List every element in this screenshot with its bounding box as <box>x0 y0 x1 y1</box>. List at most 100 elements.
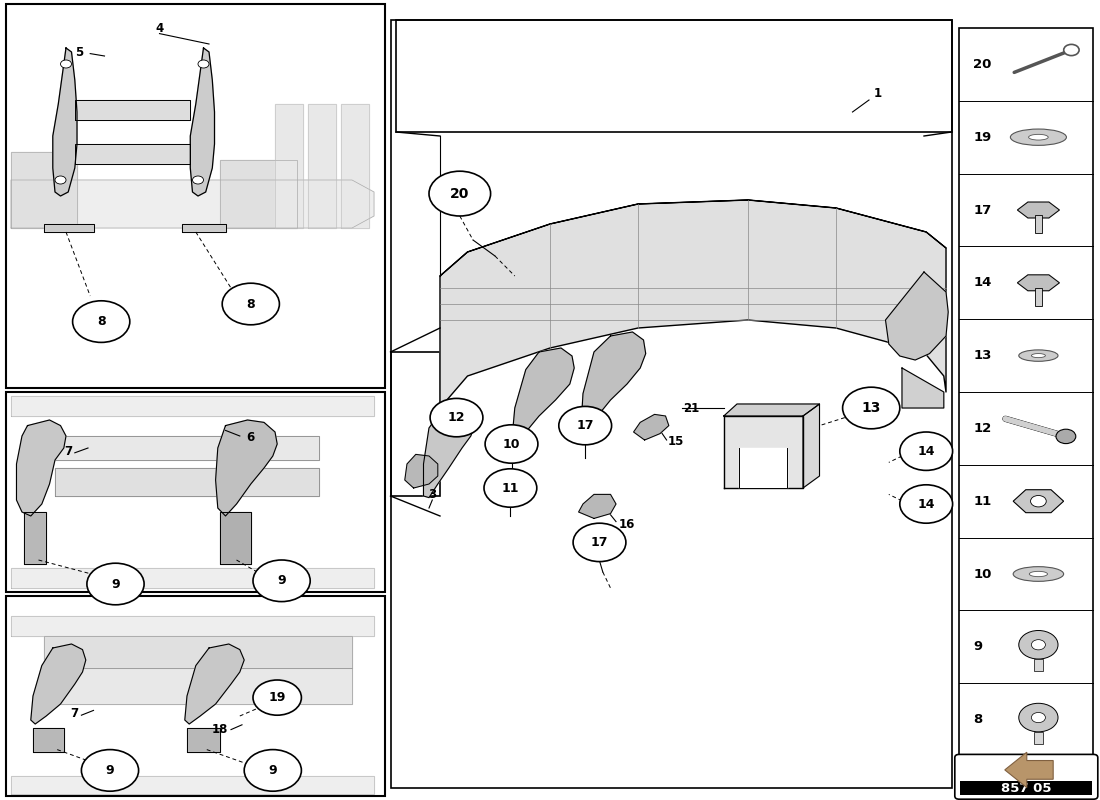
Polygon shape <box>886 272 948 360</box>
Circle shape <box>81 750 139 791</box>
Text: 14: 14 <box>917 445 935 458</box>
Bar <box>960 781 1092 795</box>
Bar <box>390 20 952 788</box>
Bar <box>390 352 440 496</box>
Text: 18: 18 <box>212 723 228 736</box>
Polygon shape <box>1004 752 1053 787</box>
Polygon shape <box>341 104 368 228</box>
Bar <box>396 20 952 132</box>
Text: 6: 6 <box>246 431 255 444</box>
Circle shape <box>192 176 204 184</box>
Polygon shape <box>182 224 225 232</box>
Polygon shape <box>16 420 66 516</box>
Polygon shape <box>581 332 646 434</box>
Text: 16: 16 <box>618 518 635 531</box>
Text: 4: 4 <box>155 22 164 34</box>
Polygon shape <box>44 224 94 232</box>
Text: 9: 9 <box>974 640 982 654</box>
Polygon shape <box>440 200 946 408</box>
Text: 8: 8 <box>97 315 106 328</box>
Circle shape <box>573 523 626 562</box>
Circle shape <box>73 301 130 342</box>
Text: 10: 10 <box>974 567 992 581</box>
Text: 5: 5 <box>75 46 84 58</box>
Polygon shape <box>55 436 319 460</box>
Polygon shape <box>1027 210 1049 218</box>
Text: 3: 3 <box>428 488 437 501</box>
Ellipse shape <box>1019 350 1058 362</box>
Text: 19: 19 <box>974 130 992 144</box>
Polygon shape <box>24 512 46 564</box>
Polygon shape <box>1038 275 1059 282</box>
Bar <box>1034 659 1043 671</box>
Bar <box>1035 215 1042 234</box>
Bar <box>1035 288 1042 306</box>
Text: 19: 19 <box>268 691 286 704</box>
Text: 11: 11 <box>502 482 519 494</box>
Text: 8: 8 <box>246 298 255 310</box>
Polygon shape <box>53 48 77 196</box>
Polygon shape <box>308 104 336 228</box>
Text: 11: 11 <box>974 494 992 508</box>
Text: 1: 1 <box>873 87 882 100</box>
Polygon shape <box>1018 202 1059 218</box>
Polygon shape <box>1013 490 1064 513</box>
Circle shape <box>430 398 483 437</box>
Text: 9: 9 <box>111 578 120 590</box>
Text: 17: 17 <box>576 419 594 432</box>
Circle shape <box>253 680 301 715</box>
Polygon shape <box>1018 210 1038 218</box>
Circle shape <box>429 171 491 216</box>
Bar <box>959 28 1093 756</box>
Circle shape <box>1056 429 1076 443</box>
Ellipse shape <box>1011 129 1066 146</box>
Polygon shape <box>1018 202 1038 210</box>
Circle shape <box>559 406 612 445</box>
Polygon shape <box>803 404 820 488</box>
Polygon shape <box>11 568 374 588</box>
Text: 10: 10 <box>503 438 520 450</box>
Circle shape <box>1019 703 1058 732</box>
Text: 17: 17 <box>974 203 992 217</box>
FancyBboxPatch shape <box>955 754 1098 799</box>
Polygon shape <box>275 104 302 228</box>
Bar <box>6 392 385 592</box>
Polygon shape <box>55 468 319 496</box>
Text: 14: 14 <box>974 276 992 290</box>
Polygon shape <box>1018 282 1038 290</box>
Polygon shape <box>440 200 946 276</box>
Text: 9: 9 <box>268 764 277 777</box>
Polygon shape <box>724 404 820 416</box>
Text: 13: 13 <box>974 349 992 362</box>
Polygon shape <box>1027 202 1049 210</box>
Text: 14: 14 <box>917 498 935 510</box>
Polygon shape <box>220 160 297 228</box>
Polygon shape <box>1038 202 1059 210</box>
Polygon shape <box>190 48 214 196</box>
Circle shape <box>484 469 537 507</box>
Circle shape <box>60 60 72 68</box>
Circle shape <box>1032 640 1045 650</box>
Circle shape <box>253 560 310 602</box>
Text: 20: 20 <box>450 186 470 201</box>
Polygon shape <box>11 180 374 228</box>
Polygon shape <box>1018 275 1059 290</box>
Circle shape <box>1031 495 1046 507</box>
Text: 17: 17 <box>591 536 608 549</box>
Text: 21: 21 <box>683 402 700 414</box>
Text: 857 05: 857 05 <box>1001 782 1052 795</box>
Circle shape <box>198 60 209 68</box>
Polygon shape <box>44 668 352 704</box>
Text: 9: 9 <box>277 574 286 587</box>
Circle shape <box>1064 44 1079 56</box>
Ellipse shape <box>1028 134 1048 140</box>
Ellipse shape <box>1030 571 1047 577</box>
Circle shape <box>1032 713 1045 722</box>
Polygon shape <box>405 454 438 488</box>
Text: 12: 12 <box>974 422 992 435</box>
Text: 13: 13 <box>861 401 881 415</box>
Polygon shape <box>75 144 190 164</box>
Bar <box>1034 732 1043 744</box>
Polygon shape <box>579 494 616 518</box>
Polygon shape <box>216 420 277 516</box>
